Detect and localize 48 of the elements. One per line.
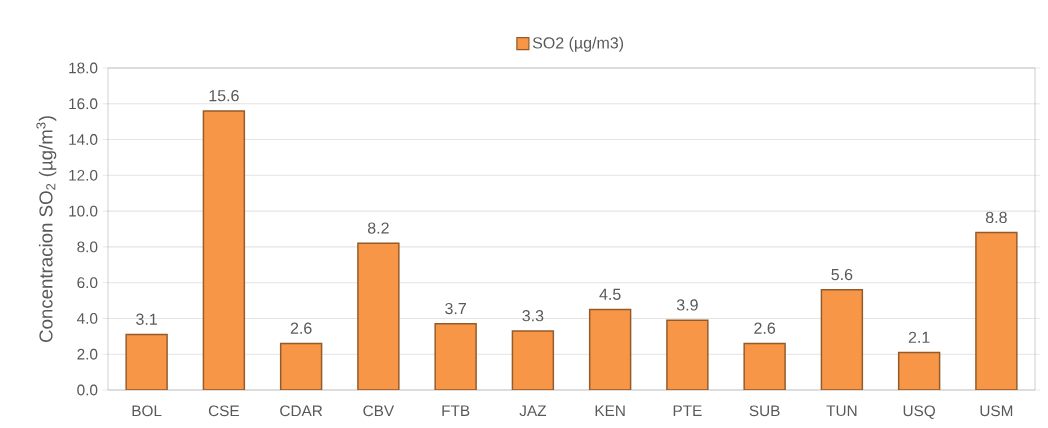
data-label: 2.1 <box>908 331 930 343</box>
bar <box>434 323 477 390</box>
data-label: 3.3 <box>522 310 544 322</box>
bar <box>897 351 941 390</box>
data-label: 8.2 <box>367 222 389 234</box>
y-tick-label: 10.0 <box>69 205 98 217</box>
x-tick-label: CDAR <box>280 405 323 417</box>
bar <box>357 242 400 390</box>
x-tick-label: CBV <box>363 405 395 417</box>
x-tick-label: BOL <box>132 405 162 417</box>
bar <box>125 333 168 390</box>
data-label: 4.5 <box>599 288 621 300</box>
x-tick-label: SUB <box>749 405 780 417</box>
data-label: 5.6 <box>831 268 853 281</box>
data-label: 3.7 <box>445 302 466 315</box>
y-tick-label: 12.0 <box>69 169 98 181</box>
bar <box>666 319 709 390</box>
x-tick-label: USM <box>980 405 1013 417</box>
bar <box>588 308 632 390</box>
data-label: 3.1 <box>136 313 157 325</box>
y-tick-label: 2.0 <box>77 348 98 360</box>
y-tick-label: 6.0 <box>77 277 98 289</box>
x-tick-label: USQ <box>903 405 936 419</box>
bar <box>202 110 246 390</box>
x-tick-label: FTB <box>442 405 470 416</box>
x-tick-label: PTE <box>673 405 702 416</box>
y-tick-label: 16.0 <box>69 98 98 110</box>
data-label: 8.8 <box>985 211 1007 223</box>
bar <box>975 231 1018 390</box>
y-axis-title: Concentracion SO$_{2}$ (µg/m$^{3}$) <box>36 116 57 342</box>
y-tick-label: 8.0 <box>77 241 98 253</box>
y-tick-label: 0.0 <box>77 384 98 396</box>
data-label: 2.6 <box>290 322 312 334</box>
y-tick-label: 14.0 <box>69 134 98 145</box>
y-tick-label: 4.0 <box>77 313 98 324</box>
bar <box>820 289 864 390</box>
data-label: 3.9 <box>676 299 698 311</box>
data-label: 2.6 <box>754 322 776 334</box>
bar <box>743 342 786 390</box>
legend-label: SO2 (µg/m3) <box>532 36 624 52</box>
bar <box>279 342 323 390</box>
x-tick-label: TUN <box>826 405 857 417</box>
x-tick-label: CSE <box>208 405 239 417</box>
bar <box>511 330 555 390</box>
y-tick-label: 18.0 <box>69 62 98 74</box>
x-tick-label: KEN <box>595 405 625 416</box>
data-label: 15.6 <box>209 90 239 102</box>
x-tick-label: JAZ <box>519 405 547 417</box>
